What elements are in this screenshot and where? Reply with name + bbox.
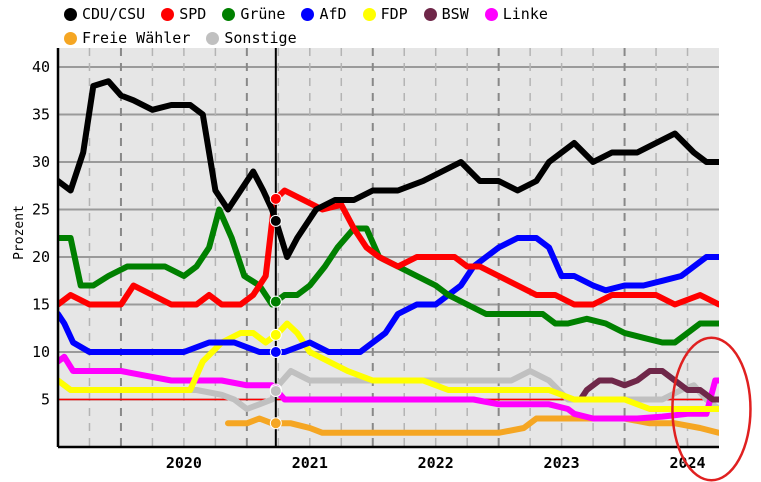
series-line (577, 368, 719, 403)
series-line (58, 206, 719, 346)
legend-label: SPD (179, 5, 207, 23)
legend-row: CDU/CSU SPD Grüne AfD FDP BSW Linke (64, 2, 704, 26)
legend-label: FDP (380, 5, 408, 23)
series-line (58, 353, 719, 422)
y-tick-label: 15 (32, 296, 50, 314)
marker-dot (269, 214, 282, 227)
legend-label: AfD (319, 5, 347, 23)
legend-item: CDU/CSU (64, 5, 145, 23)
y-tick-label: 5 (41, 391, 50, 409)
legend-label: Sonstige (224, 29, 297, 47)
legend-label: Grüne (240, 5, 286, 23)
x-tick-label: 2023 (544, 454, 580, 472)
legend-item: Sonstige (206, 29, 297, 47)
annotation-ellipse (671, 336, 752, 482)
marker-dot (269, 192, 282, 205)
y-tick-label: 30 (32, 153, 50, 171)
series-line (58, 235, 719, 355)
marker-dot (269, 346, 282, 358)
series-line (58, 187, 719, 308)
x-tick-label: 2024 (669, 454, 705, 472)
legend-label: Linke (502, 5, 548, 23)
marker-dot (269, 417, 282, 430)
series-group (58, 78, 719, 436)
legend-swatch (301, 7, 315, 21)
legend-item: BSW (423, 5, 469, 23)
legend-label: BSW (441, 5, 469, 23)
legend-swatch (362, 7, 376, 21)
legend-swatch (161, 7, 175, 21)
series-line (58, 78, 719, 260)
legend-item: SPD (161, 5, 206, 23)
marker-dot (269, 295, 282, 308)
legend-item: FDP (362, 5, 408, 23)
marker-dot (269, 328, 282, 341)
x-tick-label: 2022 (418, 454, 454, 472)
legend-swatch (206, 31, 220, 45)
legend-swatch (222, 7, 236, 21)
legend-item: AfD (301, 5, 347, 23)
legend-row: Freie Wähler Sonstige (64, 26, 704, 50)
legend-item: Grüne (222, 5, 285, 23)
legend-item: Linke (484, 5, 548, 23)
legend-swatch (64, 31, 77, 45)
legend-swatch (64, 7, 77, 21)
legend-swatch (423, 7, 437, 21)
y-tick-label: 40 (32, 58, 50, 76)
y-tick-label: 10 (32, 343, 50, 361)
y-tick-label: 20 (32, 248, 50, 266)
legend-swatch (484, 7, 498, 21)
legend-label: CDU/CSU (82, 5, 146, 23)
legend-item: Freie Wähler (64, 29, 190, 47)
x-tick-label: 2021 (292, 454, 328, 472)
marker-dot (269, 384, 282, 397)
legend: CDU/CSU SPD Grüne AfD FDP BSW Linke Freie Wähl… (64, 2, 704, 50)
x-tick-label: 2020 (166, 454, 202, 472)
y-tick-label: 25 (32, 201, 50, 219)
series-line (58, 320, 719, 412)
y-tick-label: 35 (32, 106, 50, 124)
y-axis-label: Prozent (12, 205, 27, 260)
legend-label: Freie Wähler (82, 29, 191, 47)
